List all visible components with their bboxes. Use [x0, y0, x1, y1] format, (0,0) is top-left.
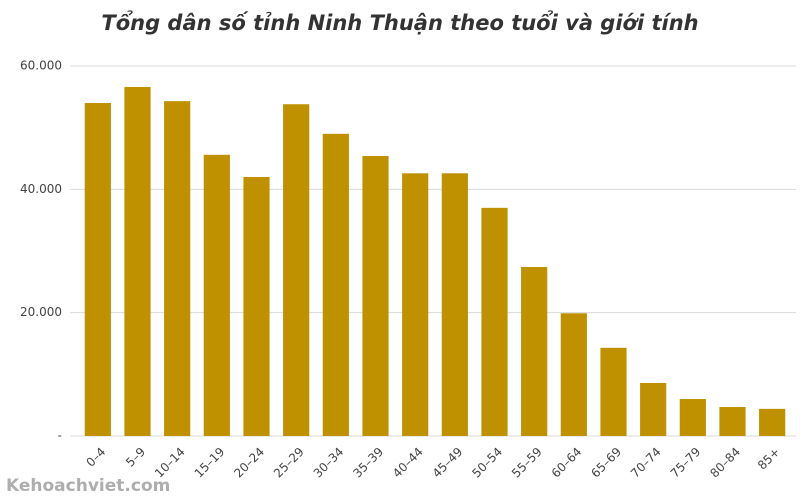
bar	[759, 408, 786, 436]
y-tick-label: 20.000	[20, 305, 62, 319]
x-tick-label: 45–49	[430, 445, 466, 481]
x-tick-label: 40–44	[390, 445, 426, 481]
x-tick-label: 25–29	[271, 445, 307, 481]
bar	[322, 133, 349, 437]
bar	[481, 207, 508, 436]
y-tick-label: -	[58, 429, 62, 443]
bar	[243, 177, 270, 436]
x-tick-label: 85+	[755, 445, 783, 473]
bar	[640, 382, 667, 436]
bar	[441, 173, 468, 437]
x-tick-label: 65–69	[588, 445, 624, 481]
bar	[164, 101, 191, 437]
chart-title: Tổng dân số tỉnh Ninh Thuận theo tuổi và…	[101, 10, 698, 35]
x-tick-label: 50–54	[469, 445, 505, 481]
bar	[84, 103, 111, 436]
x-tick-label: 5–9	[123, 445, 148, 470]
bar	[362, 156, 389, 437]
x-tick-label: 30–34	[311, 445, 347, 481]
bar	[679, 399, 706, 436]
x-tick-label: 35–39	[350, 445, 386, 481]
bar	[402, 173, 429, 437]
x-tick-label: 75–79	[668, 445, 704, 481]
bar	[560, 313, 587, 436]
x-tick-label: 0–4	[83, 445, 108, 470]
x-tick-label: 20–24	[231, 445, 267, 481]
bar	[600, 347, 627, 436]
x-tick-label: 60–64	[549, 445, 585, 481]
x-tick-label: 55–59	[509, 445, 545, 481]
y-tick-label: 40.000	[20, 182, 62, 196]
bar	[203, 154, 230, 437]
bar	[283, 104, 310, 436]
bar	[521, 267, 548, 436]
bar	[124, 86, 151, 436]
bar	[719, 407, 746, 436]
x-tick-label: 80–84	[707, 445, 743, 481]
x-tick-label: 70–74	[628, 445, 664, 481]
y-tick-label: 60.000	[20, 59, 62, 73]
x-tick-label: 15–19	[192, 445, 228, 481]
watermark: Kehoachviet.com	[6, 476, 170, 496]
